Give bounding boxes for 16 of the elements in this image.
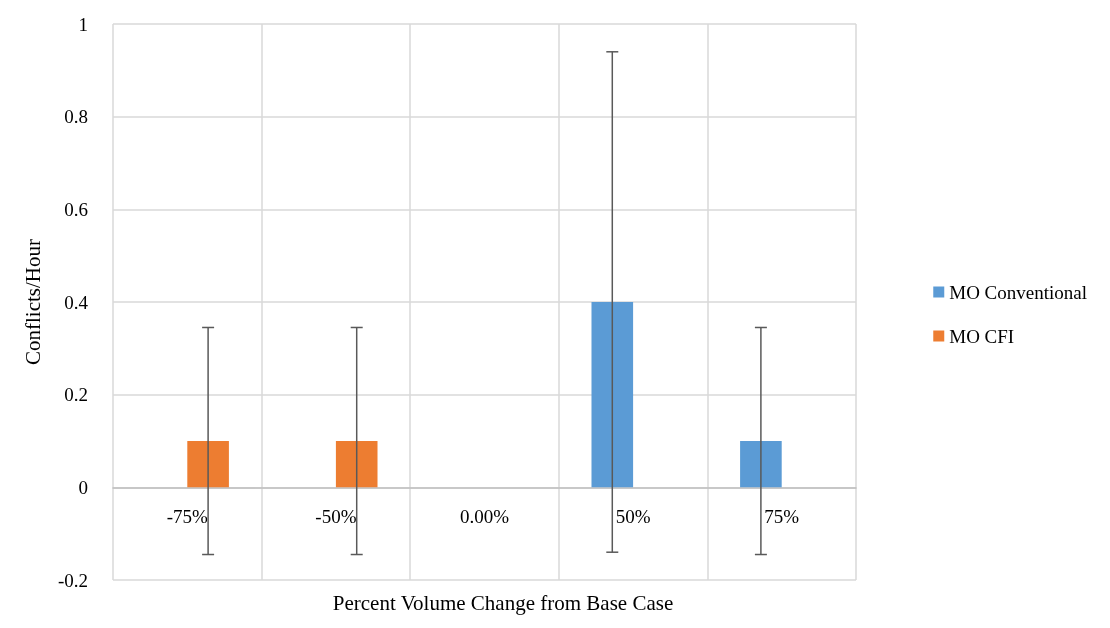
y-tick-label: 0.6 xyxy=(64,198,88,220)
x-tick-label: 75% xyxy=(764,506,800,528)
x-tick-label: -50% xyxy=(315,506,357,528)
y-tick-label: 0.2 xyxy=(64,384,88,406)
y-axis-title: Conflicts/Hour xyxy=(20,239,45,365)
y-tick-label: 1 xyxy=(78,13,88,35)
y-tick-label: 0.8 xyxy=(64,106,88,128)
x-tick-label: 0.00% xyxy=(459,506,510,528)
x-tick-label: 50% xyxy=(615,506,651,528)
y-tick-label: -0.2 xyxy=(57,569,88,591)
legend-label: MO CFI xyxy=(949,325,1015,347)
y-tick-label: 0.4 xyxy=(64,291,89,313)
x-axis-title: Percent Volume Change from Base Case xyxy=(332,590,674,615)
x-tick-label: -75% xyxy=(166,506,209,528)
y-tick-label: 0 xyxy=(78,476,88,498)
legend-label: MO Conventional xyxy=(949,281,1088,303)
